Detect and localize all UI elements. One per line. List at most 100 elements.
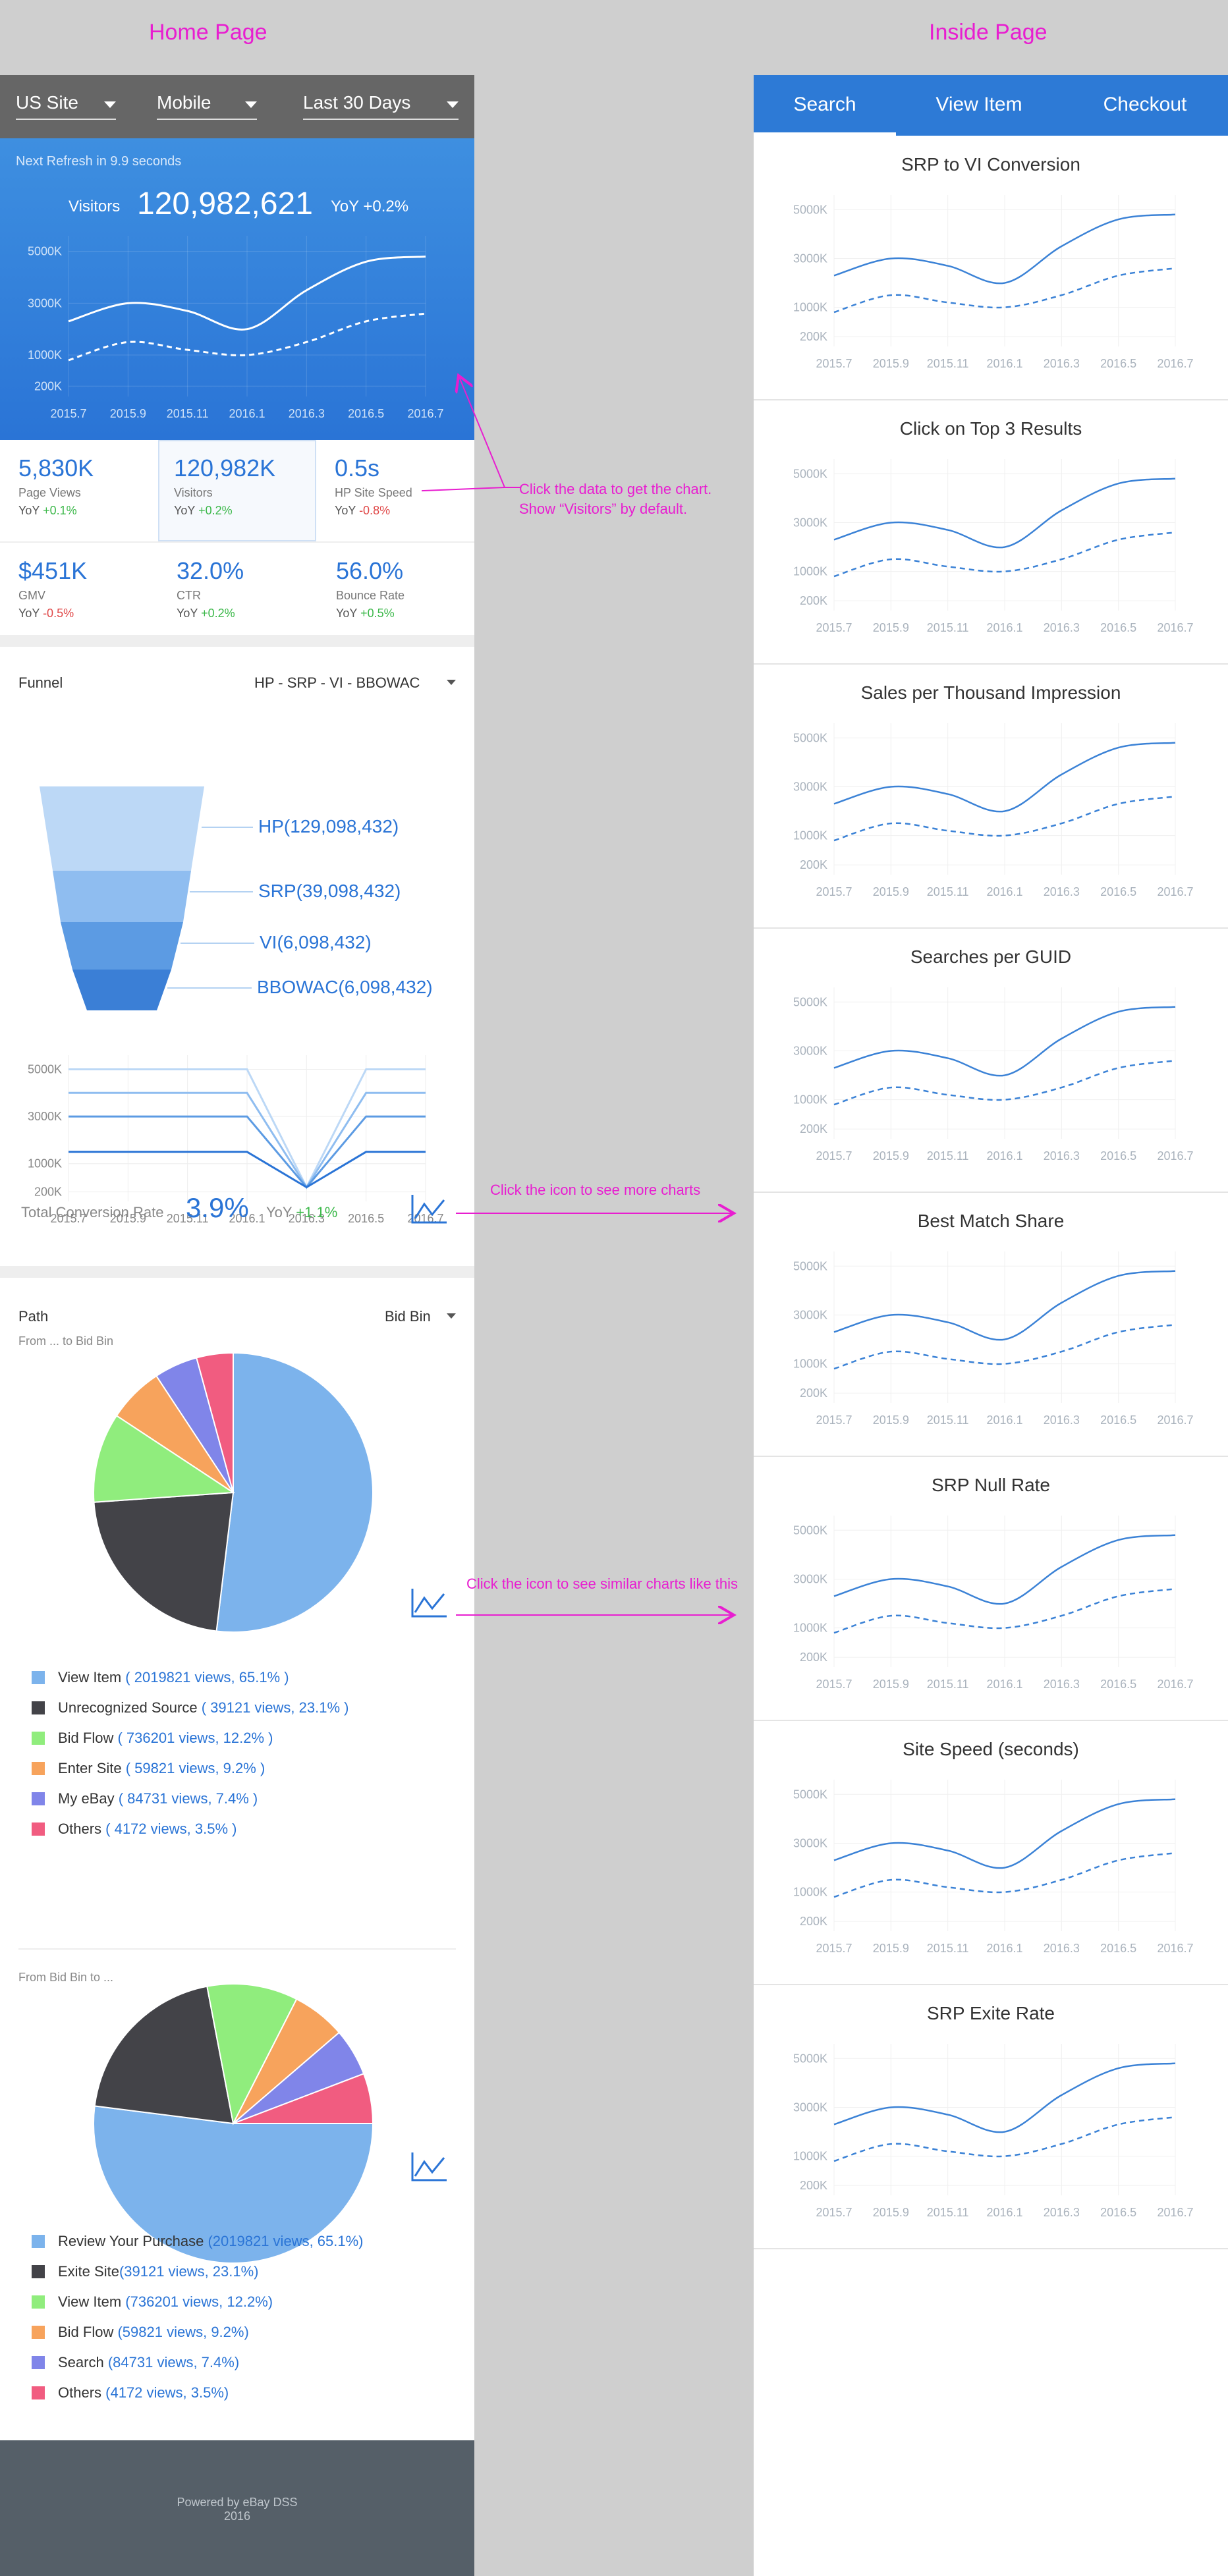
pie-slice[interactable]: [93, 2105, 374, 2264]
metric-card-chart[interactable]: 5000K 3000K 1000K 200K 2015.7 2015.9 2015.11 20…: [754, 1509, 1228, 1720]
pie-slice[interactable]: [94, 1985, 235, 2125]
x-tick-label: 2016.1: [986, 1413, 1022, 1427]
x-tick-label: 2016.3: [1044, 2206, 1080, 2219]
legend-item[interactable]: View Item ( 2019821 views, 65.1% ): [32, 1669, 289, 1686]
visitors-chart[interactable]: 5000K 3000K 1000K 200K 2015.7 2015.9 2015.11 20…: [0, 231, 474, 441]
stat-bounce-rate[interactable]: 56.0% Bounce Rate YoY +0.5%: [336, 557, 405, 620]
legend-detail: (84731 views, 7.4%): [103, 2354, 240, 2370]
x-tick-label: 2015.7: [816, 357, 852, 370]
path-from-pie[interactable]: [86, 1340, 389, 1643]
metric-card[interactable]: SRP Exite Rate 5000K 3000K 1000K 200K 2015.7 2…: [754, 1985, 1228, 2249]
card-title: SRP Null Rate: [931, 1475, 1050, 1495]
path-from-title: From ... to Bid Bin: [18, 1334, 114, 1348]
legend-item[interactable]: Others ( 4172 views, 3.5% ): [32, 1821, 237, 1838]
funnel-stage-label[interactable]: SRP(39,098,432): [258, 881, 401, 901]
y-tick-label: 5000K: [793, 731, 827, 744]
legend-item[interactable]: Enter Site ( 59821 views, 9.2% ): [32, 1760, 265, 1777]
metric-card-chart[interactable]: 5000K 3000K 1000K 200K 2015.7 2015.9 2015.11 20…: [754, 1773, 1228, 1984]
legend-item[interactable]: Review Your Purchase (2019821 views, 65.…: [32, 2233, 364, 2250]
funnel-stage-1[interactable]: [53, 871, 191, 922]
yoy-label: YoY: [335, 504, 356, 517]
line-chart-icon[interactable]: [410, 1586, 449, 1619]
y-tick-label: 3000K: [793, 1044, 827, 1057]
y-tick-label: 1000K: [793, 2150, 827, 2163]
metric-card[interactable]: SRP to VI Conversion 5000K 3000K 1000K 200K 2…: [754, 136, 1228, 400]
metric-card-chart[interactable]: 5000K 3000K 1000K 200K 2015.7 2015.9 2015.11 20…: [754, 981, 1228, 1192]
pie-slice[interactable]: [93, 1414, 236, 1503]
pie-slice[interactable]: [233, 2073, 374, 2124]
inside-page: Search View Item Checkout SRP to VI Conv…: [754, 75, 1228, 2576]
metric-card-chart[interactable]: 5000K 3000K 1000K 200K 2015.7 2015.9 2015.11 20…: [754, 188, 1228, 399]
footer-powered-by: Powered by eBay DSS: [177, 2496, 298, 2509]
device-dropdown[interactable]: Mobile: [157, 92, 257, 120]
yoy-value: +0.2%: [198, 504, 233, 517]
pie-slice[interactable]: [93, 1491, 235, 1632]
stat-hp-site-speed[interactable]: 0.5s HP Site Speed YoY -0.8%: [335, 454, 412, 518]
path-to-pie[interactable]: [86, 1972, 389, 2275]
x-tick-label: 2015.11: [167, 1212, 209, 1225]
y-tick-label: 200K: [800, 1386, 827, 1400]
x-tick-label: 2016.7: [1157, 621, 1193, 634]
stat-name: Page Views: [18, 486, 81, 499]
funnel-stage-label[interactable]: HP(129,098,432): [258, 816, 399, 836]
metric-card-chart[interactable]: 5000K 3000K 1000K 200K 2015.7 2015.9 2015.11 20…: [754, 1245, 1228, 1456]
funnel-stage-3[interactable]: [72, 970, 171, 1010]
metric-card[interactable]: Site Speed (seconds) 5000K 3000K 1000K 200K 2…: [754, 1720, 1228, 1985]
y-tick-label: 5000K: [793, 1523, 827, 1537]
metric-card[interactable]: Sales per Thousand Impression 5000K 3000K 1…: [754, 664, 1228, 929]
metric-card-chart[interactable]: 5000K 3000K 1000K 200K 2015.7 2015.9 2015.11 20…: [754, 717, 1228, 927]
legend-item[interactable]: My eBay ( 84731 views, 7.4% ): [32, 1790, 258, 1807]
stat-visitors[interactable]: 120,982K Visitors YoY +0.2%: [174, 454, 275, 518]
visitors-value: 120,982,621: [137, 186, 313, 221]
stat-ctr[interactable]: 32.0% CTR YoY +0.2%: [177, 557, 244, 620]
legend-swatch: [32, 2326, 45, 2339]
stat-page-views[interactable]: 5,830K Page Views YoY +0.1%: [18, 454, 94, 518]
metric-card[interactable]: SRP Null Rate 5000K 3000K 1000K 200K 2015.7 20…: [754, 1456, 1228, 1721]
funnel-stage-0[interactable]: [40, 786, 204, 871]
legend-item[interactable]: Search (84731 views, 7.4%): [32, 2354, 239, 2371]
funnel-stage-label[interactable]: BBOWAC(6,098,432): [257, 977, 433, 997]
tab-checkout[interactable]: Checkout: [1103, 94, 1187, 115]
line-chart-icon[interactable]: [410, 1192, 449, 1225]
funnel-stage-label[interactable]: VI(6,098,432): [260, 932, 372, 952]
pie-slice[interactable]: [215, 1352, 374, 1633]
legend-item[interactable]: View Item (736201 views, 12.2%): [32, 2293, 273, 2311]
visitors-yoy: YoY +0.2%: [331, 198, 409, 215]
x-tick-label: 2015.11: [927, 2206, 969, 2219]
metric-card[interactable]: Searches per GUID 5000K 3000K 1000K 200K 2015…: [754, 928, 1228, 1193]
series-line: [833, 1534, 1176, 1605]
legend-item[interactable]: Bid Flow (59821 views, 9.2%): [32, 2324, 249, 2341]
x-tick-label: 2016.5: [1100, 1413, 1136, 1427]
path-selector[interactable]: Bid Bin: [385, 1308, 456, 1325]
pie-slice[interactable]: [206, 1983, 298, 2126]
x-tick-label: 2016.7: [1157, 2206, 1193, 2219]
x-tick-label: 2016.3: [1044, 1942, 1080, 1955]
device-dropdown-value: Mobile: [157, 92, 211, 113]
pie-slice[interactable]: [196, 1352, 234, 1493]
tab-view-item[interactable]: View Item: [935, 94, 1022, 115]
y-tick-label: 5000K: [793, 203, 827, 216]
funnel-selector[interactable]: HP - SRP - VI - BBOWAC: [254, 674, 456, 692]
x-tick-label: 2016.3: [1044, 885, 1080, 898]
metric-card-chart[interactable]: 5000K 3000K 1000K 200K 2015.7 2015.9 2015.11 20…: [754, 452, 1228, 663]
legend-item[interactable]: Bid Flow ( 736201 views, 12.2% ): [32, 1730, 273, 1747]
period-dropdown[interactable]: Last 30 Days: [303, 92, 459, 120]
legend-item[interactable]: Unrecognized Source ( 39121 views, 23.1%…: [32, 1699, 349, 1716]
x-tick-label: 2016.1: [986, 1149, 1022, 1163]
tab-search[interactable]: Search: [793, 94, 856, 115]
series-line: [833, 478, 1176, 549]
metric-card[interactable]: Best Match Share 5000K 3000K 1000K 200K 2015.…: [754, 1192, 1228, 1457]
y-tick-label: 3000K: [793, 516, 827, 529]
metric-card-chart[interactable]: 5000K 3000K 1000K 200K 2015.7 2015.9 2015.11 20…: [754, 2037, 1228, 2248]
funnel-stage-2[interactable]: [61, 922, 183, 970]
line-chart-icon[interactable]: [410, 2150, 449, 2183]
legend-item[interactable]: Exite Site(39121 views, 23.1%): [32, 2263, 259, 2280]
metric-card[interactable]: Click on Top 3 Results 5000K 3000K 1000K 200…: [754, 400, 1228, 665]
site-dropdown[interactable]: US Site: [16, 92, 116, 120]
x-tick-label: 2016.7: [1157, 1678, 1193, 1691]
site-dropdown-value: US Site: [16, 92, 78, 113]
legend-item[interactable]: Others (4172 views, 3.5%): [32, 2384, 229, 2401]
y-tick-label: 3000K: [793, 1836, 827, 1850]
series-line: [833, 1270, 1176, 1341]
stat-gmv[interactable]: $451K GMV YoY -0.5%: [18, 557, 87, 620]
